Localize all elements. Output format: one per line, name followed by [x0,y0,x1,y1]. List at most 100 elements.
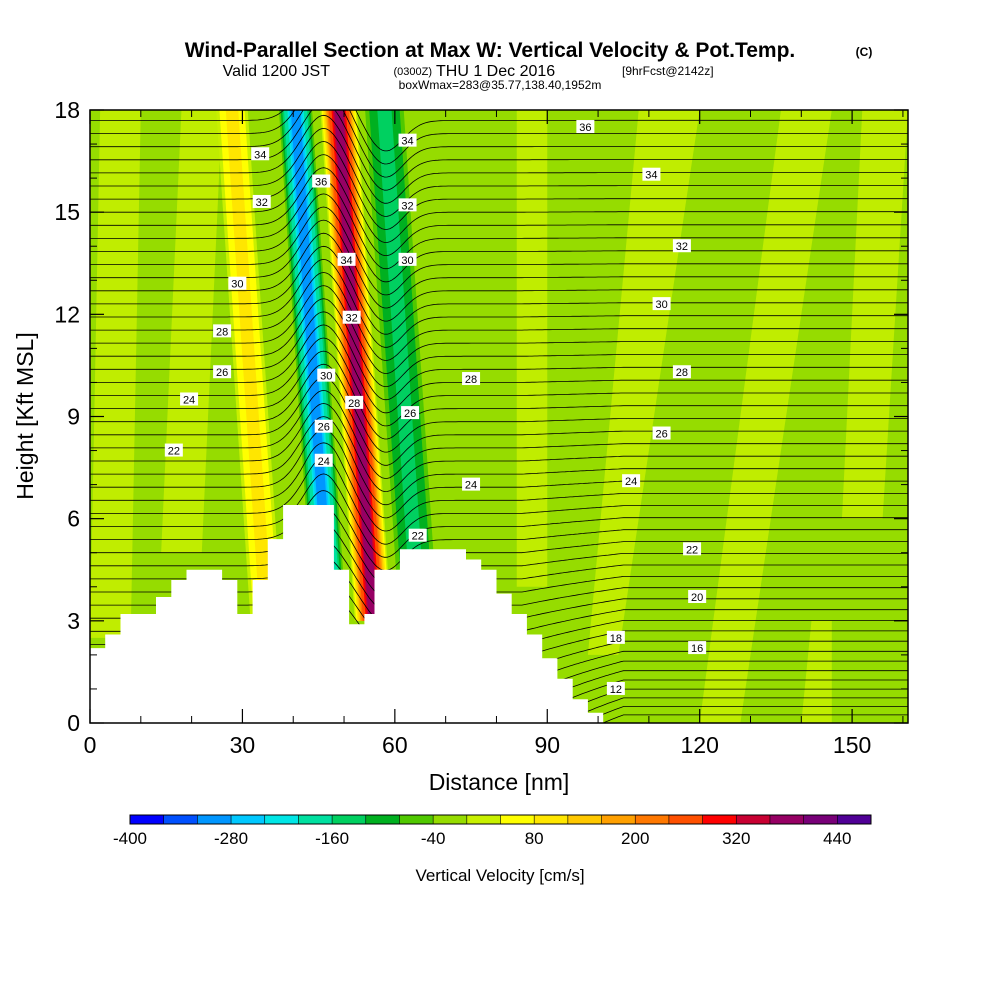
theta-label: 28 [345,395,364,410]
svg-text:26: 26 [216,367,228,379]
colorbar-swatch [298,815,333,824]
theta-label: 32 [252,194,271,209]
theta-contour-line [90,285,908,374]
colorbar-tick-label: -40 [421,829,446,848]
theta-contour-line [90,298,908,387]
theta-contour-line [90,456,908,545]
colorbar-swatch [365,815,400,824]
theta-contour-line [90,416,908,506]
x-tick-label: 60 [382,732,408,758]
colorbar-tick-label: 80 [525,829,544,848]
svg-text:34: 34 [340,255,352,267]
terrain [90,505,604,723]
svg-text:30: 30 [320,371,332,383]
theta-contour-line [90,706,908,723]
svg-text:28: 28 [216,326,228,338]
colorbar-tick-label: -400 [113,829,147,848]
colorbar-swatch [567,815,602,824]
colorbar-swatch [668,815,703,824]
y-tick-label: 12 [54,301,80,327]
svg-text:28: 28 [348,398,360,410]
colorbar-swatch [601,815,636,824]
svg-text:32: 32 [401,200,413,212]
velocity-band [225,110,273,621]
chart-info-line: boxWmax=283@35.77,138.40,1952m [399,78,602,92]
colorbar-swatch [769,815,805,824]
theta-contour-line [90,376,908,466]
theta-contour-line [90,219,908,309]
colorbar-swatch [264,815,299,824]
theta-contour-line [90,506,908,585]
svg-text:32: 32 [676,241,688,253]
svg-text:Valid 1200 JST: Valid 1200 JST [223,63,331,80]
theta-label: 30 [652,297,671,311]
colorbar-swatch [399,815,434,824]
svg-text:26: 26 [655,429,667,441]
theta-label: 34 [337,252,356,267]
theta-label: 26 [401,406,420,420]
theta-contour-line [90,127,908,217]
x-axis-label: Distance [nm] [429,769,570,795]
theta-label: 34 [398,133,417,148]
theta-label: 30 [228,276,247,291]
svg-text:24: 24 [318,456,330,468]
svg-text:22: 22 [168,446,180,458]
theta-contour-line [90,473,908,558]
x-tick-label: 120 [681,732,719,758]
theta-contour-line [90,679,908,723]
theta-contour-line [90,206,908,296]
svg-text:(0300Z): (0300Z) [393,66,432,78]
theta-contour-line [90,110,908,152]
svg-text:20: 20 [691,592,703,604]
svg-text:32: 32 [346,313,358,325]
colorbar-swatch [702,815,737,824]
svg-text:24: 24 [183,394,195,406]
svg-text:26: 26 [318,422,330,434]
svg-text:28: 28 [676,367,688,379]
colorbar-tick-label: 200 [621,829,649,848]
weak-updraft-band [699,110,832,723]
theta-contour-line [90,110,908,191]
theta-contour-line [90,697,908,723]
theta-label: 26 [652,426,671,441]
colorbar-swatch [231,815,266,824]
y-tick-label: 3 [67,608,80,634]
svg-text:26: 26 [404,408,416,420]
theta-label: 26 [314,419,333,434]
theta-contour-line [90,141,908,230]
colorbar-tick-label: 440 [823,829,851,848]
y-tick-label: 9 [67,404,80,430]
theta-label: 36 [312,174,331,189]
colorbar-swatch [837,815,872,824]
theta-label: 34 [251,147,270,161]
theta-contour-labels: 34 32 30 28 26 24 22 36 34 32 30 28 26 24 34 32 30 26 28 24… [164,120,707,696]
colorbar-swatch [534,815,569,824]
colorbar-swatch [500,815,535,824]
theta-contour-line [90,523,908,598]
svg-text:THU 1 Dec 2016: THU 1 Dec 2016 [436,63,555,80]
theta-label: 34 [642,167,661,182]
theta-contour-line [90,350,908,440]
svg-text:22: 22 [412,531,424,543]
theta-label: 24 [622,474,641,488]
svg-text:32: 32 [256,197,268,209]
colorbar: -400 -280 -160 -40 80 200 320 440 [113,814,872,848]
theta-label: 26 [213,365,232,379]
theta-label: 22 [408,528,427,543]
velocity-band [377,110,426,621]
theta-label: 32 [672,239,691,253]
svg-text:34: 34 [254,149,266,161]
weak-updraft-band [516,110,548,587]
colorbar-swatch [635,815,670,824]
colorbar-swatch [433,815,468,824]
svg-text:30: 30 [401,255,413,267]
theta-label: 28 [672,365,691,379]
svg-text:12: 12 [610,684,622,696]
theta-contour-line [90,114,908,204]
svg-text:30: 30 [655,299,667,311]
theta-label: 32 [342,310,361,325]
chart-title-suffix: (C) [856,45,873,59]
x-tick-label: 0 [84,732,97,758]
